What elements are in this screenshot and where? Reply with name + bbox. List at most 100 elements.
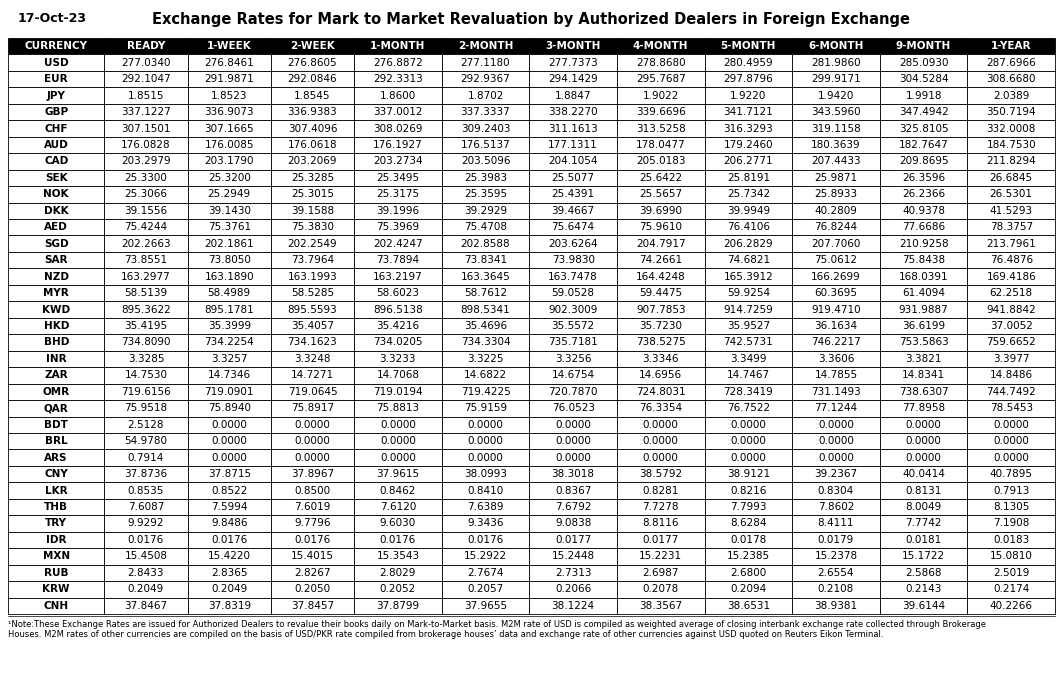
- Bar: [880, 302, 967, 318]
- Bar: [617, 400, 705, 417]
- Text: 1-WEEK: 1-WEEK: [207, 41, 252, 51]
- Bar: [9, 235, 104, 252]
- Bar: [442, 515, 529, 531]
- Bar: [617, 598, 705, 614]
- Bar: [529, 137, 617, 153]
- Bar: [104, 153, 187, 170]
- Text: 343.5960: 343.5960: [811, 107, 861, 117]
- Bar: [880, 186, 967, 202]
- Text: 37.8736: 37.8736: [124, 469, 168, 479]
- Bar: [792, 88, 880, 104]
- Text: 25.3066: 25.3066: [124, 189, 168, 199]
- Bar: [617, 367, 705, 384]
- Bar: [354, 88, 442, 104]
- Text: 203.1790: 203.1790: [204, 157, 254, 166]
- Bar: [9, 71, 104, 88]
- Text: 37.8799: 37.8799: [376, 601, 420, 611]
- Text: 0.8281: 0.8281: [642, 486, 679, 496]
- Bar: [617, 564, 705, 581]
- Text: 176.0085: 176.0085: [204, 140, 254, 150]
- Text: 73.7964: 73.7964: [291, 255, 334, 265]
- Text: 734.8090: 734.8090: [121, 337, 171, 347]
- Bar: [271, 433, 354, 449]
- Bar: [967, 334, 1054, 351]
- Bar: [705, 598, 792, 614]
- Bar: [442, 88, 529, 104]
- Bar: [617, 186, 705, 202]
- Text: 0.0000: 0.0000: [468, 420, 504, 430]
- Bar: [792, 564, 880, 581]
- Text: 0.0000: 0.0000: [643, 453, 678, 462]
- Text: 0.0000: 0.0000: [819, 453, 854, 462]
- Text: 0.8304: 0.8304: [817, 486, 854, 496]
- Bar: [104, 219, 187, 235]
- Text: 3.3248: 3.3248: [294, 354, 331, 364]
- Text: IDR: IDR: [46, 535, 67, 545]
- Bar: [880, 202, 967, 219]
- Bar: [792, 153, 880, 170]
- Text: 36.1634: 36.1634: [814, 321, 858, 331]
- Text: 204.7917: 204.7917: [636, 239, 686, 249]
- Text: 75.8438: 75.8438: [902, 255, 945, 265]
- Bar: [880, 137, 967, 153]
- Text: GBP: GBP: [45, 107, 68, 117]
- Bar: [354, 531, 442, 548]
- Text: 25.3200: 25.3200: [207, 173, 251, 183]
- Text: 8.0049: 8.0049: [906, 502, 942, 512]
- Text: 2.5868: 2.5868: [906, 568, 942, 578]
- Text: 941.8842: 941.8842: [986, 304, 1036, 315]
- Text: 292.0846: 292.0846: [288, 74, 337, 84]
- Bar: [880, 515, 967, 531]
- Text: 0.0000: 0.0000: [294, 436, 331, 446]
- Bar: [104, 531, 187, 548]
- Text: 7.6087: 7.6087: [128, 502, 164, 512]
- Bar: [967, 170, 1054, 186]
- Bar: [705, 88, 792, 104]
- Bar: [271, 400, 354, 417]
- Text: 0.0000: 0.0000: [555, 436, 591, 446]
- Bar: [354, 170, 442, 186]
- Bar: [529, 170, 617, 186]
- Text: 285.0930: 285.0930: [899, 57, 948, 68]
- Bar: [529, 104, 617, 120]
- Bar: [104, 285, 187, 302]
- Bar: [967, 285, 1054, 302]
- Text: AUD: AUD: [44, 140, 68, 150]
- Bar: [617, 170, 705, 186]
- Bar: [967, 351, 1054, 367]
- Text: 3.3606: 3.3606: [817, 354, 855, 364]
- Text: 0.8462: 0.8462: [379, 486, 416, 496]
- Bar: [967, 219, 1054, 235]
- Bar: [271, 302, 354, 318]
- Text: AED: AED: [45, 222, 68, 233]
- Text: TRY: TRY: [46, 518, 67, 529]
- Text: 75.3830: 75.3830: [291, 222, 334, 233]
- Text: 738.5275: 738.5275: [636, 337, 686, 347]
- Text: 9.3436: 9.3436: [468, 518, 504, 529]
- Text: 40.2266: 40.2266: [990, 601, 1032, 611]
- Bar: [104, 235, 187, 252]
- Bar: [792, 202, 880, 219]
- Text: 25.5077: 25.5077: [552, 173, 594, 183]
- Text: KRW: KRW: [43, 584, 70, 594]
- Text: 337.0012: 337.0012: [373, 107, 423, 117]
- Bar: [880, 88, 967, 104]
- Bar: [9, 170, 104, 186]
- Text: 734.3304: 734.3304: [460, 337, 510, 347]
- Text: 25.9871: 25.9871: [814, 173, 858, 183]
- Text: 25.3495: 25.3495: [376, 173, 420, 183]
- Bar: [617, 334, 705, 351]
- Bar: [187, 153, 271, 170]
- Text: 0.0000: 0.0000: [555, 420, 591, 430]
- Bar: [617, 302, 705, 318]
- Text: 15.4508: 15.4508: [124, 551, 168, 562]
- Bar: [529, 88, 617, 104]
- Bar: [9, 137, 104, 153]
- Bar: [529, 598, 617, 614]
- Text: 2-WEEK: 2-WEEK: [290, 41, 335, 51]
- Text: 902.3009: 902.3009: [549, 304, 597, 315]
- Text: 202.1861: 202.1861: [204, 239, 254, 249]
- Text: 9.9292: 9.9292: [128, 518, 165, 529]
- Text: 299.9171: 299.9171: [811, 74, 861, 84]
- Bar: [880, 466, 967, 482]
